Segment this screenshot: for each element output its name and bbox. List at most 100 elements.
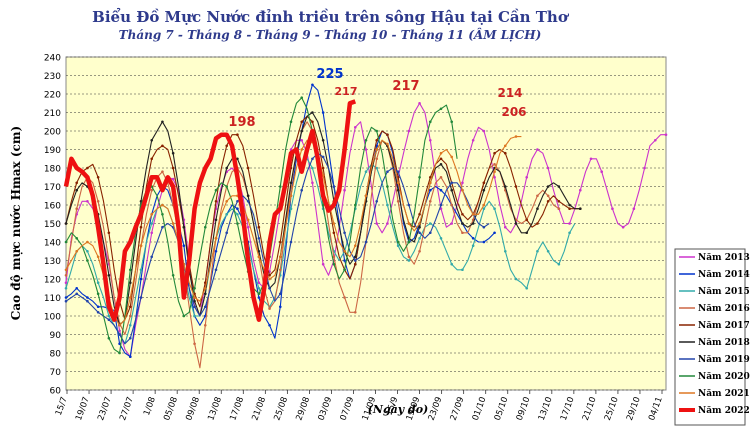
data-point xyxy=(75,292,79,296)
data-point xyxy=(257,292,261,296)
data-point xyxy=(493,175,496,179)
y-tick-label: 140 xyxy=(44,239,61,249)
data-point xyxy=(171,177,175,181)
data-point xyxy=(343,259,346,262)
data-point xyxy=(107,318,111,322)
data-point xyxy=(203,323,207,327)
data-point xyxy=(171,166,175,170)
x-tick-label: 27/09 xyxy=(449,396,467,422)
x-axis-label: (Ngày đo) xyxy=(368,403,429,416)
x-tick-label: 17/10 xyxy=(559,396,577,422)
data-point xyxy=(396,170,400,173)
y-tick-label: 220 xyxy=(44,91,61,101)
data-point xyxy=(214,188,218,192)
data-point xyxy=(257,249,261,253)
data-point xyxy=(246,218,250,222)
data-point xyxy=(600,170,604,173)
data-point xyxy=(193,314,196,318)
series-line xyxy=(65,97,458,354)
data-point xyxy=(493,207,496,210)
data-point xyxy=(546,166,550,170)
data-point xyxy=(246,200,250,203)
legend-label: Năm 2021 xyxy=(698,389,750,399)
legend-box xyxy=(674,248,746,426)
x-axis: 15/7 19/07 23/07 27/07 1/08 05/08 09/08 13/08 17… xyxy=(54,390,665,422)
data-point xyxy=(428,120,432,124)
data-point xyxy=(311,83,314,87)
data-point xyxy=(461,268,464,272)
data-point xyxy=(471,222,475,225)
data-point xyxy=(471,212,475,216)
data-point xyxy=(300,188,304,192)
data-point xyxy=(128,336,132,340)
data-point xyxy=(450,188,454,192)
data-point xyxy=(525,286,529,290)
data-point xyxy=(343,296,346,299)
legend-label: Năm 2019 xyxy=(698,355,750,365)
series-line xyxy=(63,99,357,322)
data-point xyxy=(64,274,68,277)
data-point xyxy=(418,175,421,179)
data-point xyxy=(461,181,464,185)
data-point xyxy=(536,222,539,225)
data-point xyxy=(214,268,218,272)
data-point xyxy=(482,203,486,207)
data-point xyxy=(343,188,346,192)
data-point xyxy=(450,262,454,266)
data-point xyxy=(364,240,368,244)
data-point xyxy=(257,281,261,285)
y-tick-label: 150 xyxy=(44,220,61,230)
data-point xyxy=(86,249,89,253)
data-point xyxy=(150,212,154,216)
data-point xyxy=(257,237,261,240)
data-point xyxy=(632,207,636,210)
data-point xyxy=(418,237,421,240)
data-point xyxy=(75,286,79,290)
data-point xyxy=(536,249,539,253)
data-point xyxy=(407,129,411,133)
data-point xyxy=(182,314,186,318)
data-point xyxy=(268,286,271,290)
y-tick-label: 120 xyxy=(44,276,61,286)
data-point xyxy=(514,277,518,281)
data-point xyxy=(396,188,400,192)
data-point xyxy=(386,185,389,188)
y-tick-label: 110 xyxy=(44,294,61,304)
data-point xyxy=(439,203,443,207)
data-point xyxy=(332,185,336,188)
data-point xyxy=(503,151,507,155)
data-point xyxy=(482,181,486,185)
data-point xyxy=(118,342,121,346)
data-point xyxy=(332,222,336,225)
data-point xyxy=(118,329,121,333)
data-point xyxy=(332,255,336,259)
data-point xyxy=(64,299,68,303)
data-point xyxy=(278,185,282,188)
data-point xyxy=(493,163,496,166)
data-point xyxy=(161,203,164,207)
data-point xyxy=(450,155,454,159)
data-point xyxy=(75,188,79,192)
x-tick-label: 05/08 xyxy=(162,396,180,422)
y-tick-label: 210 xyxy=(44,109,61,119)
data-point xyxy=(611,207,614,210)
data-point xyxy=(161,170,164,173)
data-point xyxy=(139,244,143,247)
data-point xyxy=(268,323,271,327)
data-point xyxy=(375,222,379,225)
peak-annotation: 217 xyxy=(392,79,419,94)
x-tick-label: 17/08 xyxy=(228,396,246,422)
data-point xyxy=(428,175,432,179)
data-point xyxy=(482,240,486,244)
data-point xyxy=(236,200,239,203)
data-point xyxy=(418,225,421,229)
data-point xyxy=(428,188,432,192)
x-tick-label: 13/10 xyxy=(537,396,555,422)
data-point xyxy=(118,351,121,355)
data-point xyxy=(536,194,539,198)
peak-annotation: 206 xyxy=(501,105,526,119)
data-point xyxy=(278,255,282,259)
data-point xyxy=(375,166,379,170)
data-point xyxy=(546,194,550,198)
data-point xyxy=(375,129,379,133)
